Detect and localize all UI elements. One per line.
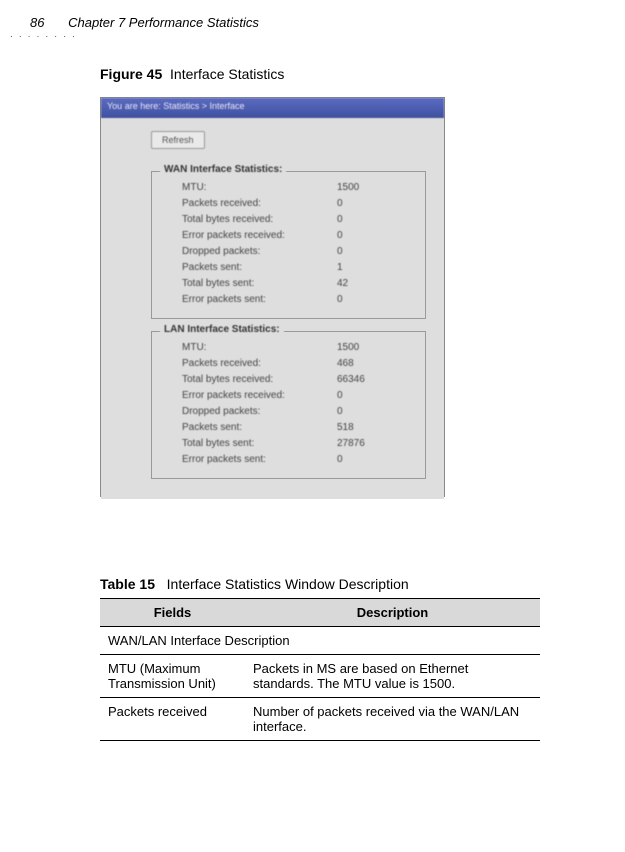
stat-value: 0 xyxy=(337,292,343,308)
description-table: Fields Description WAN/LAN Interface Des… xyxy=(100,598,540,741)
group-legend: WAN Interface Statistics: xyxy=(160,164,286,175)
stat-value: 1500 xyxy=(337,180,359,196)
col-fields: Fields xyxy=(100,599,245,627)
table-row: MTU (Maximum Transmission Unit) Packets … xyxy=(100,655,540,698)
stat-label: Packets sent: xyxy=(182,260,337,276)
stat-row: Dropped packets:0 xyxy=(182,244,415,260)
stat-row: Error packets sent:0 xyxy=(182,452,415,468)
stat-row: Total bytes received:66346 xyxy=(182,372,415,388)
stat-label: Total bytes sent: xyxy=(182,276,337,292)
stat-label: Packets received: xyxy=(182,356,337,372)
cell-desc: Packets in MS are based on Ethernet stan… xyxy=(245,655,540,698)
stat-row: Dropped packets:0 xyxy=(182,404,415,420)
page-number: 86 xyxy=(30,15,44,30)
stat-row: MTU:1500 xyxy=(182,340,415,356)
stat-value: 1500 xyxy=(337,340,359,356)
refresh-button[interactable]: Refresh xyxy=(151,131,205,149)
table-caption: Table 15 Interface Statistics Window Des… xyxy=(100,576,409,592)
figure-code: Figure 45 xyxy=(100,66,162,82)
stat-label: Dropped packets: xyxy=(182,244,337,260)
stat-value: 0 xyxy=(337,212,343,228)
stat-value: 0 xyxy=(337,196,343,212)
stat-label: Packets received: xyxy=(182,196,337,212)
stat-row: Total bytes sent:42 xyxy=(182,276,415,292)
header-dots: · · · · · · · · xyxy=(10,32,77,41)
stat-label: Dropped packets: xyxy=(182,404,337,420)
stat-label: Packets sent: xyxy=(182,420,337,436)
figure-caption: Figure 45 Interface Statistics xyxy=(100,66,284,82)
stat-row: Packets received:468 xyxy=(182,356,415,372)
stat-label: MTU: xyxy=(182,340,337,356)
stat-label: Total bytes received: xyxy=(182,212,337,228)
stat-value: 27876 xyxy=(337,436,365,452)
stat-value: 66346 xyxy=(337,372,365,388)
stat-value: 1 xyxy=(337,260,343,276)
stat-row: Packets received:0 xyxy=(182,196,415,212)
stats-group: WAN Interface Statistics:MTU:1500Packets… xyxy=(151,171,426,319)
stat-row: Error packets sent:0 xyxy=(182,292,415,308)
stat-label: Total bytes sent: xyxy=(182,436,337,452)
stat-label: Total bytes received: xyxy=(182,372,337,388)
table-row: Packets received Number of packets recei… xyxy=(100,698,540,741)
stat-label: Error packets received: xyxy=(182,228,337,244)
table-code: Table 15 xyxy=(100,576,155,592)
stat-row: Packets sent:518 xyxy=(182,420,415,436)
stat-value: 42 xyxy=(337,276,348,292)
stat-label: Error packets received: xyxy=(182,388,337,404)
stat-row: Total bytes sent:27876 xyxy=(182,436,415,452)
stat-value: 0 xyxy=(337,244,343,260)
chapter-title: Chapter 7 Performance Statistics xyxy=(68,15,259,30)
stat-row: Total bytes received:0 xyxy=(182,212,415,228)
figure-title: Interface Statistics xyxy=(170,66,284,82)
stat-value: 0 xyxy=(337,404,343,420)
col-description: Description xyxy=(245,599,540,627)
stat-value: 0 xyxy=(337,452,343,468)
stat-label: MTU: xyxy=(182,180,337,196)
stat-row: Packets sent:1 xyxy=(182,260,415,276)
group-legend: LAN Interface Statistics: xyxy=(160,324,284,335)
stat-label: Error packets sent: xyxy=(182,292,337,308)
screenshot-window: You are here: Statistics > Interface Ref… xyxy=(100,97,445,497)
window-titlebar: You are here: Statistics > Interface xyxy=(101,98,444,118)
cell-field: MTU (Maximum Transmission Unit) xyxy=(100,655,245,698)
stat-row: MTU:1500 xyxy=(182,180,415,196)
stat-row: Error packets received:0 xyxy=(182,228,415,244)
stat-row: Error packets received:0 xyxy=(182,388,415,404)
stat-value: 0 xyxy=(337,388,343,404)
table-title: Interface Statistics Window Description xyxy=(167,576,409,592)
stat-label: Error packets sent: xyxy=(182,452,337,468)
stat-value: 518 xyxy=(337,420,354,436)
stat-value: 0 xyxy=(337,228,343,244)
page-header: 86 Chapter 7 Performance Statistics xyxy=(30,15,259,30)
stat-value: 468 xyxy=(337,356,354,372)
cell-field: Packets received xyxy=(100,698,245,741)
section-header: WAN/LAN Interface Description xyxy=(100,627,540,655)
window-content: Refresh WAN Interface Statistics:MTU:150… xyxy=(101,118,444,499)
cell-desc: Number of packets received via the WAN/L… xyxy=(245,698,540,741)
stats-group: LAN Interface Statistics:MTU:1500Packets… xyxy=(151,331,426,479)
